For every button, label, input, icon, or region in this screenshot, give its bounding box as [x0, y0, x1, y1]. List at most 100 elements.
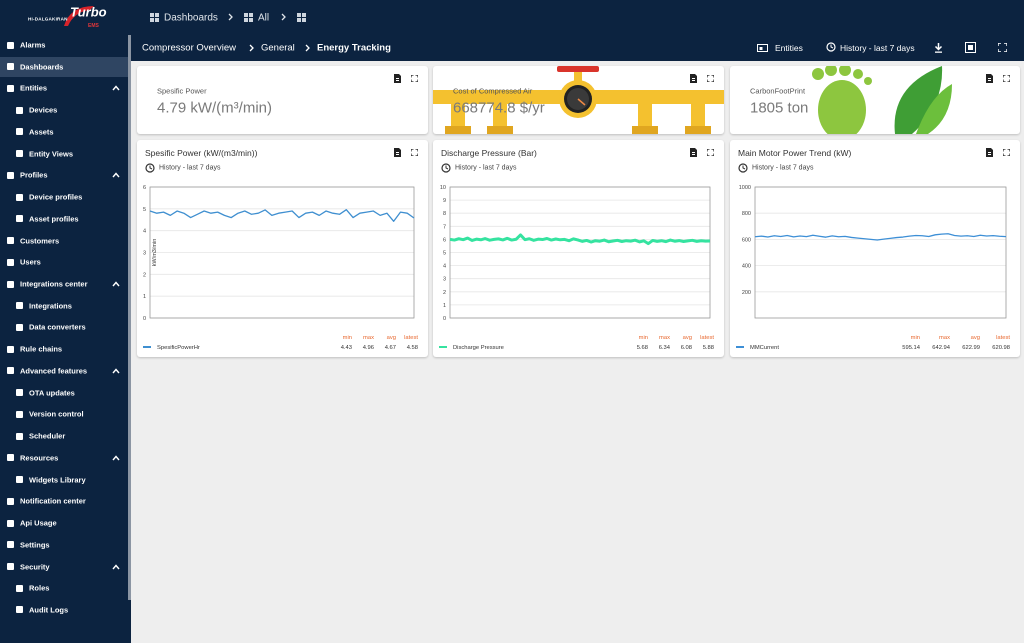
stat-value: 622.99 — [962, 345, 980, 351]
chart-title: Discharge Pressure (Bar) — [441, 148, 537, 158]
all-icon — [244, 13, 253, 22]
expand-chevron[interactable] — [112, 281, 120, 287]
value-label: Cost of Compressed Air — [453, 86, 533, 96]
download-icon[interactable] — [934, 43, 943, 53]
chart-title: Main Motor Power Trend (kW) — [738, 148, 852, 158]
submenu-item[interactable]: Data converters — [29, 322, 86, 332]
submenu-item[interactable]: Widgets Library — [29, 475, 86, 485]
menu-item[interactable]: Advanced features — [20, 366, 88, 376]
legend-label: Discharge Pressure — [453, 345, 504, 351]
entities-icon[interactable] — [757, 43, 768, 53]
menu-item[interactable]: Rule chains — [20, 344, 63, 354]
fullscreen-icon[interactable] — [707, 75, 714, 82]
top-breadcrumb[interactable]: Dashboards — [164, 12, 218, 24]
expand-chevron[interactable] — [112, 172, 120, 178]
fullscreen-icon[interactable] — [707, 149, 714, 156]
expand-chevron[interactable] — [112, 368, 120, 374]
submenu-item[interactable]: Device profiles — [29, 192, 83, 202]
menu-item[interactable]: Users — [20, 257, 41, 267]
menu-item[interactable]: Customers — [20, 236, 60, 246]
plot-border — [754, 186, 1007, 319]
expand-chevron[interactable] — [112, 455, 120, 461]
fullscreen-icon[interactable] — [998, 43, 1007, 52]
history-icon[interactable] — [826, 42, 836, 52]
stat-value: 5.88 — [703, 345, 714, 351]
submenu-item[interactable]: Version control — [29, 409, 84, 419]
breadcrumb-separator — [281, 13, 286, 21]
export-icon[interactable] — [394, 148, 401, 157]
top-breadcrumb[interactable]: All — [258, 12, 270, 24]
menu-icon — [7, 84, 14, 92]
export-icon[interactable] — [986, 148, 993, 157]
menu-icon — [16, 432, 23, 440]
fullscreen-icon[interactable] — [411, 75, 418, 82]
stat-value: 595.14 — [902, 345, 921, 351]
menu-item[interactable]: Profiles — [20, 170, 48, 180]
submenu-item[interactable]: Audit Logs — [29, 605, 69, 615]
value-text: 668774.8 $/yr — [453, 99, 545, 117]
menu-item[interactable]: Settings — [20, 540, 50, 550]
submenu-item[interactable]: Assets — [29, 127, 54, 137]
legend-label: MMCurrent — [750, 345, 779, 351]
value-card: Cost of Compressed Air 668774.8 $/yr — [433, 66, 724, 134]
toolbar-breadcrumb[interactable]: General — [261, 42, 295, 54]
submenu-item[interactable]: Scheduler — [29, 431, 66, 441]
expand-chevron[interactable] — [112, 85, 120, 91]
menu-icon — [7, 63, 14, 71]
menu-icon — [7, 237, 14, 245]
menu-icon — [16, 584, 23, 592]
menu-item[interactable]: Notification center — [20, 496, 86, 506]
plot-border — [149, 186, 415, 319]
export-icon[interactable] — [394, 74, 401, 83]
toolbar-breadcrumb[interactable]: Compressor Overview — [142, 42, 236, 54]
menu-item[interactable]: Entities — [20, 83, 48, 93]
menu-item[interactable]: Integrations center — [20, 279, 88, 289]
menu-item[interactable]: Alarms — [20, 40, 46, 50]
header-bar — [0, 0, 1024, 35]
stat-value: 4.96 — [363, 345, 374, 351]
menu-item[interactable]: Api Usage — [20, 518, 57, 528]
y-tick-label: 800 — [742, 211, 751, 217]
menu-item[interactable]: Resources — [20, 453, 59, 463]
y-tick-label: 0 — [143, 316, 146, 322]
export-icon[interactable] — [690, 74, 697, 83]
submenu-item[interactable]: Integrations — [29, 301, 72, 311]
stat-value: 6.08 — [681, 345, 692, 351]
menu-icon — [16, 410, 23, 418]
export-icon[interactable] — [986, 74, 993, 83]
export-icon[interactable] — [690, 148, 697, 157]
dashboard-grid-icon[interactable] — [297, 13, 306, 22]
menu-item[interactable]: Dashboards — [20, 62, 64, 72]
edit-layout-icon[interactable] — [965, 42, 976, 53]
breadcrumb-separator — [228, 13, 233, 21]
fullscreen-icon[interactable] — [411, 149, 418, 156]
submenu-item[interactable]: Entity Views — [29, 149, 74, 159]
menu-icon — [7, 345, 14, 353]
breadcrumb-separator — [249, 44, 254, 52]
y-tick-label: 400 — [742, 264, 751, 270]
fullscreen-icon[interactable] — [1003, 149, 1010, 156]
menu-icon — [7, 367, 14, 375]
submenu-item[interactable]: Devices — [29, 105, 58, 115]
expand-chevron[interactable] — [112, 563, 120, 570]
y-tick-label: 8 — [443, 211, 446, 217]
menu-item[interactable]: Security — [20, 562, 50, 572]
submenu-item[interactable]: Asset profiles — [29, 214, 79, 224]
history-icon — [441, 163, 451, 173]
entities-button[interactable]: Entities — [775, 43, 803, 53]
menu-icon — [16, 215, 23, 223]
fullscreen-icon[interactable] — [1003, 75, 1010, 82]
menu-icon — [16, 128, 23, 136]
submenu-item[interactable]: Roles — [29, 583, 50, 593]
logo-product: Turbo — [70, 4, 107, 20]
y-tick-label: 1 — [143, 294, 146, 300]
menu-icon — [7, 519, 14, 527]
y-tick-label: 1000 — [739, 185, 751, 191]
history-button[interactable]: History - last 7 days — [840, 43, 915, 53]
stat-value: 4.67 — [385, 345, 396, 351]
stat-header: max — [363, 335, 374, 341]
stat-header: avg — [683, 335, 692, 341]
y-tick-label: 2 — [143, 272, 146, 278]
submenu-item[interactable]: OTA updates — [29, 388, 75, 398]
